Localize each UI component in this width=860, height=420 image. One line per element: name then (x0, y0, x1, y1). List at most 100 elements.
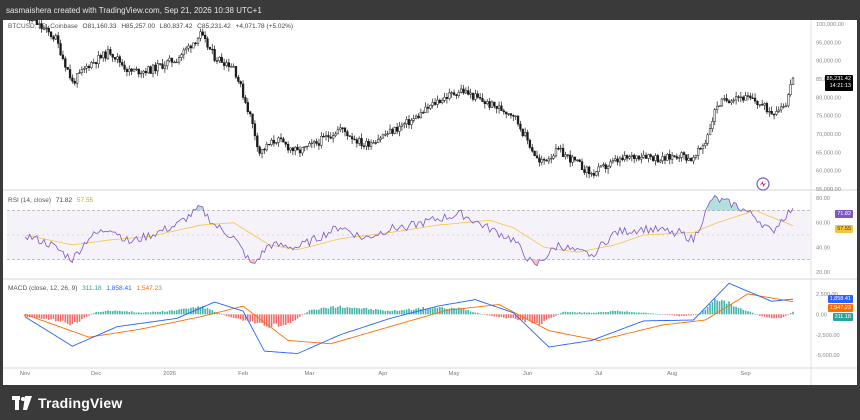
candle-body (286, 144, 290, 151)
candle-body (147, 66, 150, 74)
candle-body (711, 121, 714, 129)
price-axis-tick: 80,000.00 (816, 95, 841, 101)
macd-histogram-bar (633, 312, 635, 315)
candle-body (182, 49, 185, 55)
macd-histogram-bar (654, 313, 657, 315)
candle-body (109, 49, 112, 55)
candle-body (419, 112, 423, 119)
candle-body (241, 83, 245, 98)
macd-histogram-bar (567, 312, 569, 315)
macd-histogram-bar (569, 312, 571, 315)
candle-body (111, 54, 114, 58)
candle-body (630, 154, 633, 157)
macd-histogram-bar (403, 310, 406, 315)
macd-histogram-bar (313, 309, 315, 315)
macd-histogram-bar (180, 308, 183, 315)
candle-body (237, 76, 240, 82)
macd-histogram-bar (204, 308, 206, 315)
macd-histogram-bar (45, 314, 48, 319)
candle-body (625, 155, 629, 159)
chart-canvas[interactable]: 100,000.0095,000.0090,000.0085,000.0080,… (3, 20, 857, 385)
candle-body (206, 38, 209, 48)
macd-histogram-bar (375, 309, 377, 315)
macd-legend-macd: 1,858.41 (106, 285, 132, 292)
candle-body (71, 77, 74, 82)
macd-histogram-bar (770, 314, 773, 319)
macd-histogram-bar (668, 314, 671, 316)
tradingview-logo-icon (12, 396, 32, 410)
macd-histogram-bar (559, 313, 562, 315)
candle-body (149, 66, 152, 74)
candle-body (656, 155, 660, 163)
macd-histogram-bar (315, 309, 318, 315)
candle-body (483, 101, 487, 105)
macd-histogram-bar (593, 312, 595, 315)
macd-histogram-bar (353, 307, 356, 315)
macd-histogram-bar (647, 313, 650, 315)
candle-body (170, 57, 174, 63)
candle-body (244, 97, 247, 103)
candle-body (561, 147, 565, 157)
macd-histogram-bar (161, 310, 164, 315)
candle-body (49, 31, 53, 38)
macd-histogram-bar (130, 311, 133, 315)
candle-body (704, 143, 707, 146)
macd-histogram-bar (183, 308, 185, 315)
candle-body (263, 148, 266, 151)
candle-body (208, 46, 212, 50)
macd-histogram-bar (640, 312, 643, 315)
candle-body (481, 98, 484, 102)
macd-histogram-bar (434, 307, 436, 315)
candle-body (651, 156, 655, 161)
macd-histogram-bar (450, 307, 453, 315)
candle-body (445, 97, 449, 99)
macd-histogram-bar (588, 312, 590, 315)
macd-histogram-bar (76, 314, 78, 323)
chart-frame: 100,000.0095,000.0090,000.0085,000.0080,… (3, 20, 857, 385)
candle-body (128, 68, 131, 72)
macd-histogram-bar (377, 309, 379, 315)
macd-histogram-bar (785, 314, 787, 316)
candle-body (407, 119, 411, 126)
candle-body (424, 106, 427, 113)
macd-histogram-bar (230, 314, 233, 318)
macd-histogram-bar (465, 310, 467, 315)
rsi-value-tag: 71.82 (835, 210, 853, 218)
macd-histogram-bar (787, 314, 790, 315)
candle-body (282, 138, 285, 143)
macd-histogram-bar (69, 314, 71, 326)
macd-histogram-bar (576, 312, 579, 315)
macd-histogram-bar (370, 308, 372, 315)
macd-histogram-bar (379, 309, 382, 315)
candle-body (436, 99, 439, 105)
macd-histogram-bar (154, 311, 157, 315)
candle-body (770, 111, 773, 115)
rsi-legend-value: 71.82 (55, 197, 73, 204)
last-price-tag: 85,231.42 14:21:13 (824, 75, 853, 91)
candle-body (40, 23, 43, 29)
macd-histogram-bar (754, 313, 756, 315)
candle-body (301, 147, 304, 154)
macd-histogram-bar (294, 314, 297, 321)
macd-histogram-bar (507, 314, 510, 318)
macd-histogram-bar (66, 314, 69, 324)
candle-body (441, 99, 444, 103)
candle-body (275, 142, 278, 144)
macd-histogram-bar (384, 311, 387, 315)
macd-histogram-bar (659, 314, 662, 315)
candle-body (583, 169, 586, 173)
time-axis-tick: Aug (667, 371, 677, 377)
macd-histogram-bar (137, 312, 140, 315)
candle-body (113, 57, 117, 60)
tradingview-icon[interactable] (756, 177, 770, 191)
tradingview-logo[interactable]: TradingView (12, 395, 122, 411)
macd-histogram-bar (209, 309, 211, 315)
candle-body (706, 134, 709, 144)
macd-histogram-bar (718, 301, 721, 315)
macd-histogram-bar (242, 314, 244, 321)
candle-body (459, 88, 463, 93)
macd-histogram-bar (24, 314, 26, 317)
candle-body (602, 164, 605, 166)
candle-body (500, 105, 503, 112)
macd-histogram-bar (363, 308, 365, 315)
